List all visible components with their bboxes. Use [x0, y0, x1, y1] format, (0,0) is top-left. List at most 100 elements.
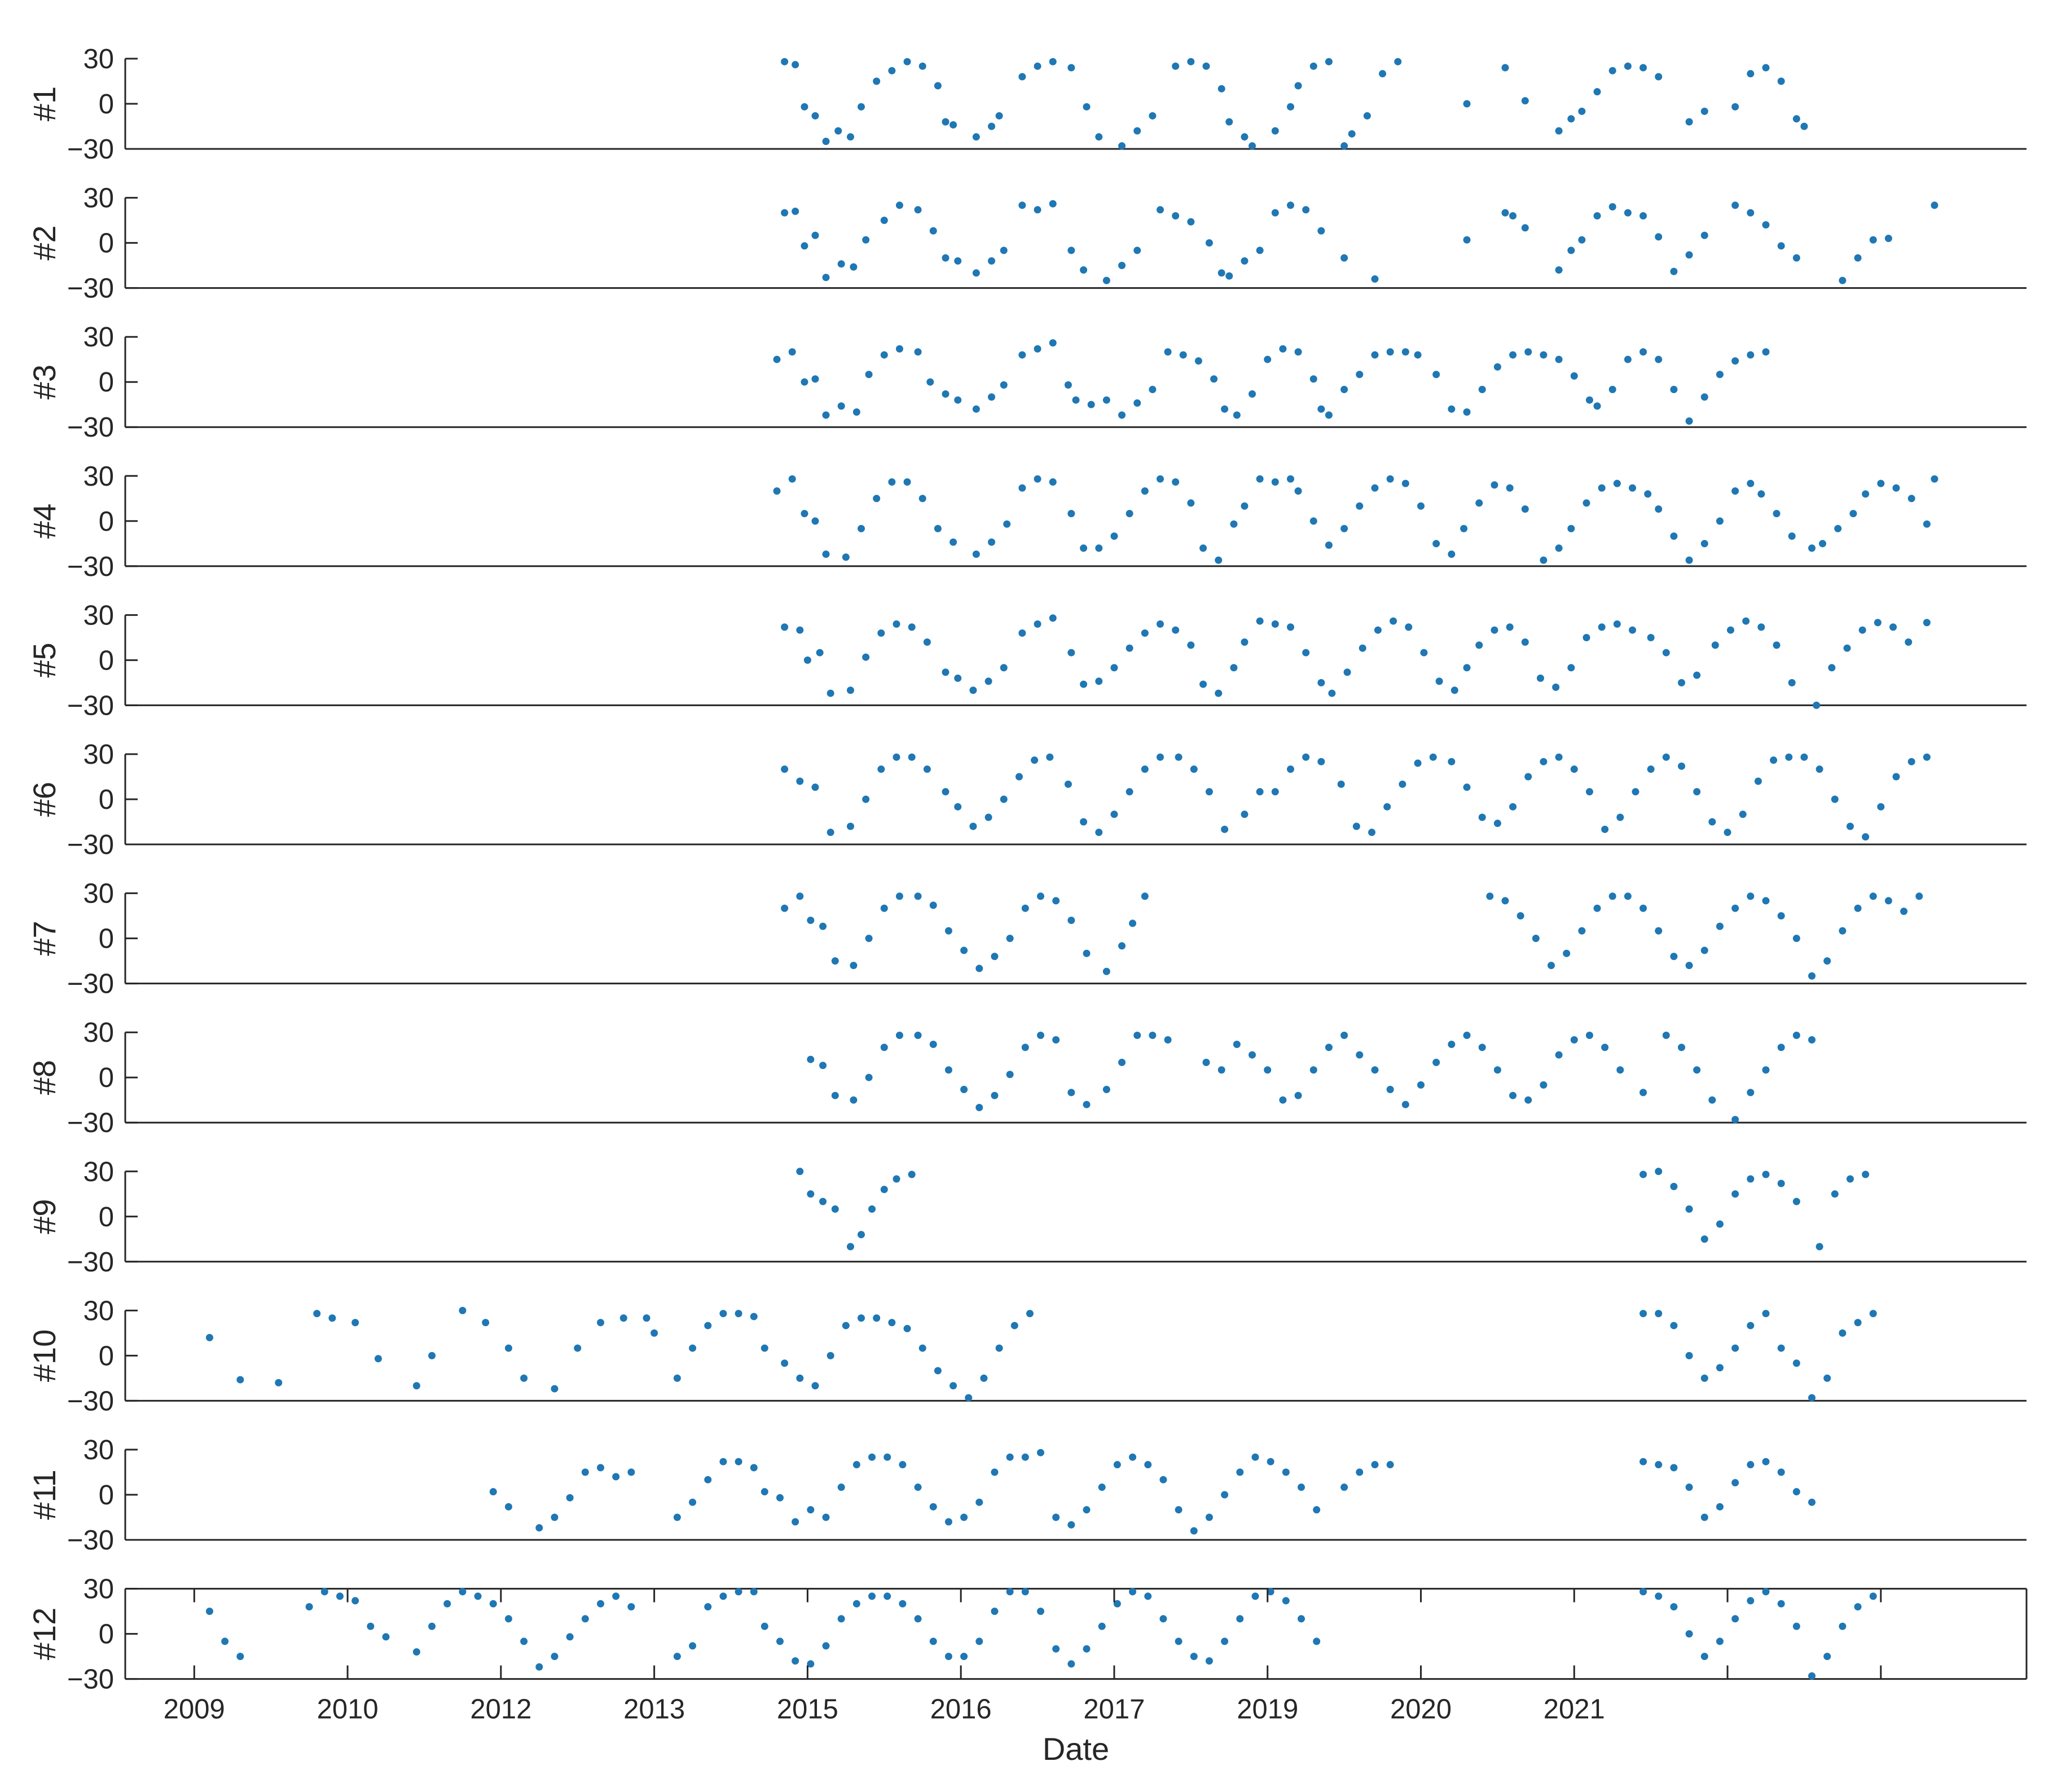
data-point [1359, 644, 1366, 652]
data-point [796, 892, 804, 900]
data-point [1685, 556, 1693, 564]
data-point [1570, 372, 1578, 380]
data-point [1110, 532, 1118, 540]
data-point [750, 1588, 758, 1596]
data-point [574, 1344, 582, 1352]
data-point [1613, 620, 1621, 628]
data-point [944, 1653, 952, 1661]
data-point [1792, 115, 1800, 123]
data-point [1021, 1044, 1029, 1051]
y-tick-label: −30 [67, 1247, 114, 1278]
data-point [205, 1333, 213, 1341]
data-point [1486, 892, 1494, 900]
data-point [1475, 641, 1483, 649]
data-point [236, 1653, 244, 1661]
data-point [880, 351, 888, 359]
data-point [1317, 758, 1325, 765]
data-point [1711, 641, 1719, 649]
data-point [1080, 680, 1088, 688]
data-point [1555, 127, 1563, 135]
data-point [852, 1600, 860, 1608]
data-point [1570, 765, 1578, 773]
data-point [1923, 520, 1931, 528]
data-point [597, 1600, 604, 1608]
data-point [412, 1648, 420, 1656]
data-point [914, 1032, 922, 1040]
data-point [776, 1494, 784, 1502]
data-point [781, 1359, 789, 1367]
data-point [1432, 540, 1440, 548]
data-point [914, 206, 922, 214]
data-point [1823, 957, 1831, 965]
x-tick-label: 2019 [1237, 1694, 1298, 1725]
data-point [1662, 1032, 1670, 1040]
data-point [1639, 64, 1647, 72]
data-point [1015, 773, 1023, 781]
data-point [735, 1458, 742, 1465]
data-point [1516, 912, 1524, 920]
data-point [1616, 1066, 1624, 1074]
data-point [984, 677, 992, 685]
data-point [1141, 892, 1149, 900]
data-point [474, 1592, 482, 1600]
data-point [801, 103, 808, 111]
data-point [1742, 617, 1750, 625]
data-point [735, 1310, 742, 1318]
data-point [1187, 641, 1195, 649]
data-point [1036, 1032, 1044, 1040]
data-point [1655, 355, 1663, 363]
y-tick-label: 30 [83, 461, 114, 492]
x-tick-label: 2010 [317, 1694, 379, 1725]
data-point [972, 550, 980, 558]
data-point [969, 686, 977, 694]
data-point [1450, 686, 1458, 694]
data-point [929, 901, 937, 909]
data-point [1670, 1464, 1678, 1472]
data-point [1548, 962, 1555, 970]
data-point [816, 649, 824, 657]
data-point [1371, 1066, 1379, 1074]
data-point [489, 1488, 497, 1496]
data-point [1601, 825, 1609, 833]
data-point [520, 1637, 528, 1645]
data-point [865, 371, 873, 378]
data-point [1493, 820, 1501, 827]
data-point [1788, 532, 1796, 540]
data-point [1279, 345, 1287, 353]
data-point [1493, 1066, 1501, 1074]
data-point [1118, 262, 1126, 270]
x-tick-label: 2016 [930, 1694, 992, 1725]
data-point [1506, 484, 1514, 492]
data-point [1202, 1059, 1210, 1067]
data-point [1624, 355, 1632, 363]
data-point [1831, 795, 1839, 803]
panel-8: 30 0 −30#8 [27, 1018, 2027, 1138]
data-point [1149, 112, 1157, 120]
data-point [1762, 1170, 1770, 1178]
data-point [1417, 502, 1425, 510]
data-point [1352, 822, 1360, 830]
data-point [862, 236, 870, 244]
y-tick-label: −30 [67, 1665, 114, 1695]
data-point [1340, 525, 1348, 532]
data-point [1110, 664, 1118, 672]
data-point [750, 1313, 758, 1320]
data-point [1179, 351, 1187, 359]
data-point [877, 765, 885, 773]
data-point [1747, 1089, 1755, 1097]
data-point [1383, 803, 1391, 811]
data-point [781, 623, 789, 631]
data-point [1777, 912, 1785, 920]
y-tick-label: 0 [99, 1202, 114, 1232]
data-point [1754, 777, 1762, 785]
data-point [862, 795, 870, 803]
data-point [1869, 892, 1877, 900]
data-point [566, 1494, 574, 1502]
data-point [1187, 58, 1195, 65]
data-point [1685, 962, 1693, 970]
data-point [1049, 200, 1057, 208]
data-point [1141, 629, 1149, 637]
data-point [1678, 762, 1686, 770]
data-point [1731, 1190, 1739, 1198]
data-point [489, 1600, 497, 1608]
